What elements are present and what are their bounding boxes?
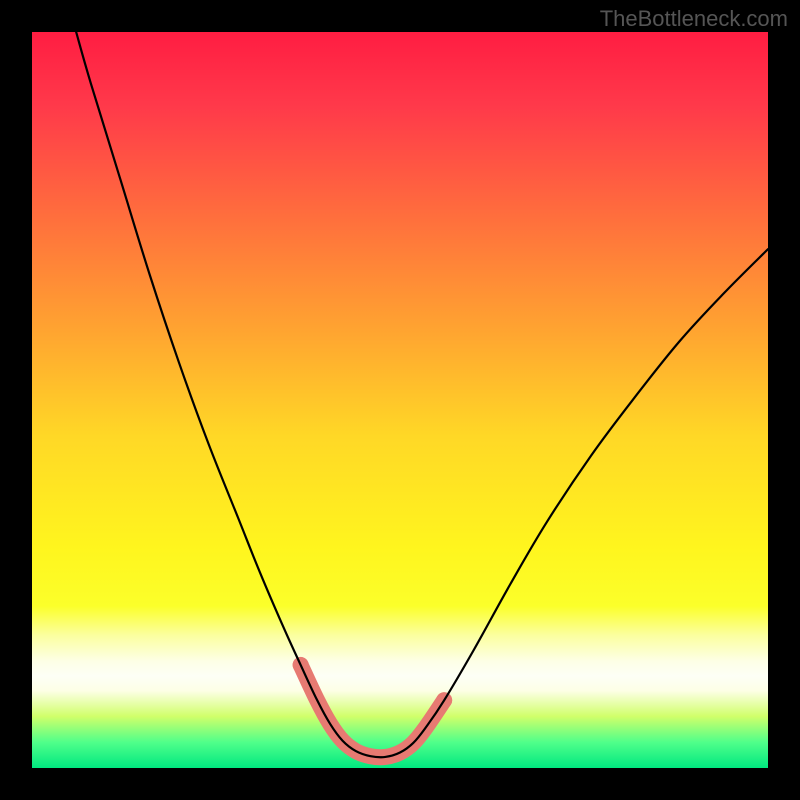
- watermark-text: TheBottleneck.com: [600, 6, 788, 32]
- plot-background-gradient: [32, 32, 768, 768]
- bottleneck-curve-chart: [0, 0, 800, 800]
- chart-container: TheBottleneck.com: [0, 0, 800, 800]
